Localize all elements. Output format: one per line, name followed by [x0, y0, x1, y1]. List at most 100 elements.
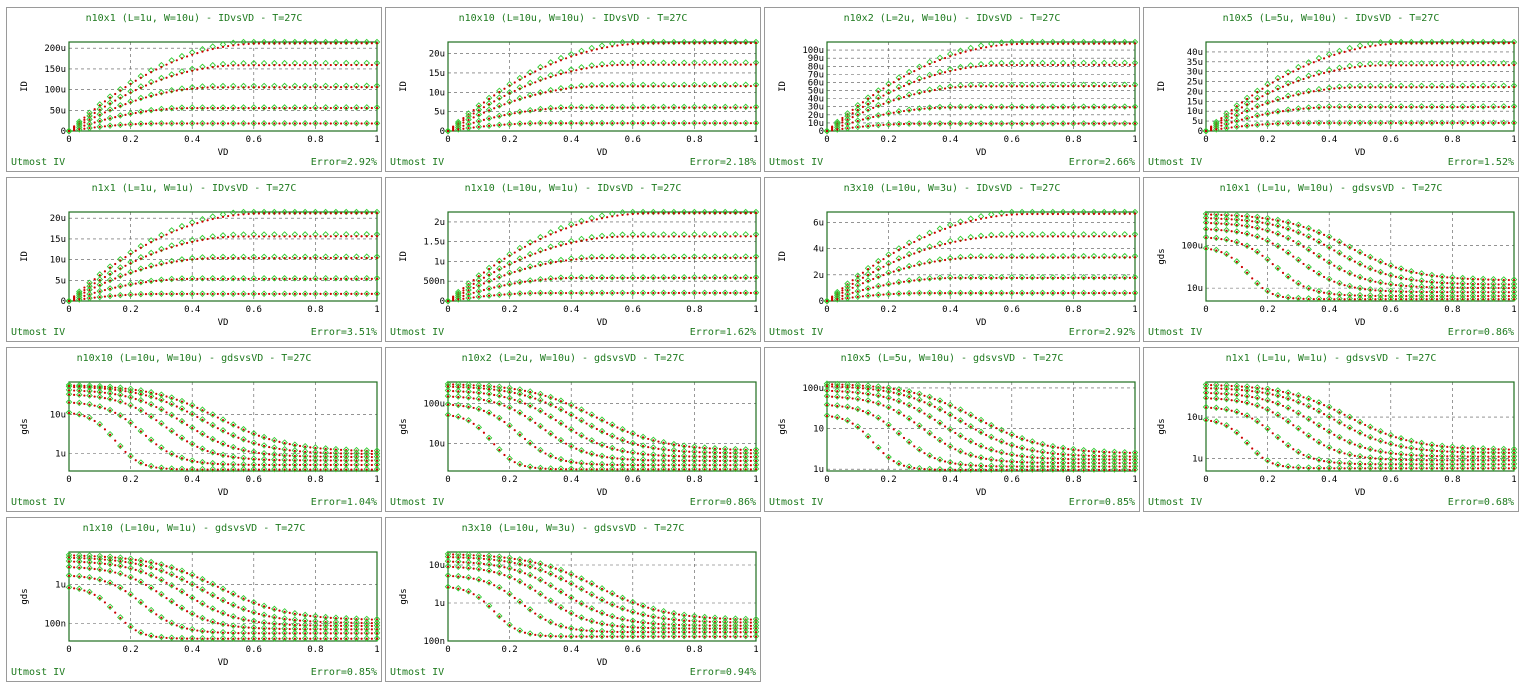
measured-point [588, 103, 595, 111]
measured-point [680, 456, 688, 464]
simulated-point [739, 212, 742, 215]
simulated-point [1000, 122, 1003, 125]
simulated-point [1328, 70, 1331, 73]
simulated-point [1118, 212, 1121, 215]
simulated-point [1317, 73, 1321, 76]
simulated-point [995, 292, 998, 295]
measured-point [1080, 103, 1087, 110]
simulated-point [309, 455, 312, 458]
measured-point [1254, 233, 1261, 240]
measured-point [86, 120, 93, 128]
measured-point [363, 253, 370, 260]
measured-point [1449, 82, 1456, 90]
simulated-point [928, 247, 931, 250]
simulated-point [631, 256, 634, 260]
simulated-point [938, 58, 942, 62]
measured-point [332, 290, 340, 297]
simulated-point [1487, 85, 1490, 89]
simulated-point [611, 235, 614, 239]
simulated-point [1338, 293, 1341, 296]
simulated-point [1451, 298, 1454, 301]
measured-point [1202, 127, 1210, 135]
measured-point [342, 453, 350, 460]
simulated-point [969, 49, 972, 52]
simulated-point [1276, 110, 1279, 114]
measured-point [240, 425, 247, 433]
simulated-point [974, 218, 977, 222]
measured-point [588, 253, 595, 261]
measured-point [742, 253, 749, 260]
simulated-point [185, 292, 189, 296]
simulated-point [237, 122, 240, 125]
simulated-point [242, 235, 245, 238]
simulated-point [370, 63, 373, 67]
simulated-point [196, 445, 199, 448]
measured-point [496, 121, 503, 129]
measured-point [178, 465, 186, 473]
simulated-point [1379, 106, 1382, 109]
measured-point [1018, 289, 1026, 297]
simulated-point [703, 212, 706, 215]
measured-point [875, 257, 882, 265]
y-tick-label: 40u [808, 95, 824, 105]
simulated-point [134, 79, 137, 82]
simulated-point [729, 212, 732, 215]
simulated-point [564, 259, 568, 262]
measured-point [526, 415, 534, 423]
simulated-point [1118, 42, 1121, 45]
simulated-point [108, 102, 112, 105]
simulated-point [350, 449, 353, 452]
simulated-point [1456, 105, 1459, 109]
simulated-point [375, 63, 379, 67]
simulated-point [1307, 121, 1310, 125]
simulated-point [1466, 86, 1469, 89]
measured-point [598, 416, 606, 423]
simulated-point [88, 297, 91, 300]
simulated-point [724, 122, 727, 125]
measured-point [988, 274, 995, 281]
y-tick-label: 15u [1187, 97, 1203, 107]
measured-point [137, 83, 145, 90]
simulated-point [508, 92, 511, 95]
simulated-point [575, 291, 578, 295]
simulated-point [232, 64, 235, 67]
measured-point [1346, 291, 1353, 299]
measured-point [1469, 82, 1477, 90]
simulated-point [918, 122, 921, 125]
simulated-point [334, 256, 338, 260]
simulated-point [1312, 74, 1315, 77]
simulated-point [1394, 42, 1398, 45]
measured-point [516, 120, 524, 127]
measured-point [332, 456, 340, 464]
measured-point [178, 120, 186, 127]
simulated-point [446, 389, 450, 393]
simulated-point [688, 445, 691, 448]
measured-point [1490, 119, 1497, 127]
simulated-point [1287, 122, 1290, 125]
simulated-point [201, 418, 204, 421]
measured-point [209, 290, 216, 297]
simulated-point [908, 82, 911, 85]
simulated-point [616, 256, 619, 260]
measured-point [137, 427, 145, 435]
simulated-point [698, 85, 701, 88]
measured-point [905, 91, 913, 98]
series-curve [444, 231, 760, 305]
simulated-point [1394, 298, 1398, 301]
simulated-point [626, 276, 629, 280]
simulated-point [544, 401, 547, 404]
simulated-point [580, 222, 583, 225]
measured-point [1059, 103, 1067, 110]
measured-point [905, 262, 913, 270]
simulated-point [621, 106, 624, 109]
measured-point [691, 273, 698, 281]
measured-point [516, 290, 524, 297]
measured-point [1449, 279, 1456, 287]
simulated-point [160, 292, 163, 296]
simulated-point [1072, 122, 1075, 125]
simulated-point [636, 106, 640, 109]
measured-point [916, 289, 923, 297]
simulated-point [503, 103, 506, 106]
simulated-point [124, 102, 127, 106]
simulated-point [698, 256, 701, 260]
